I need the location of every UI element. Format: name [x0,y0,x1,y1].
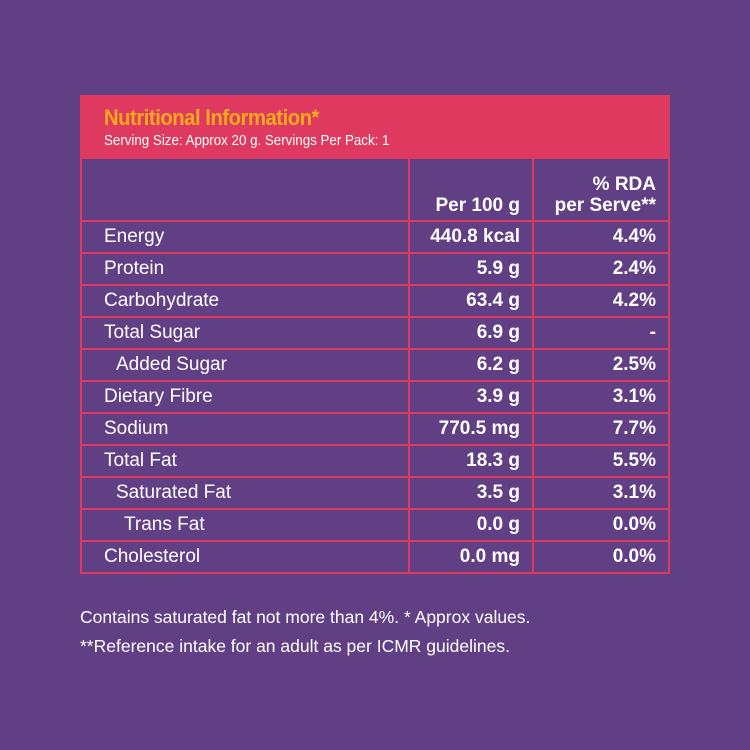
per100-value: 0.0 g [408,508,534,542]
nutrient-name: Total Sugar [82,316,410,350]
table-row: Energy 440.8 kcal 4.4% [82,220,668,254]
rda-value: 3.1% [532,476,668,510]
rda-value: 2.5% [532,348,668,382]
rda-value: 4.4% [532,220,668,254]
table-row: Cholesterol 0.0 mg 0.0% [82,540,668,572]
nutrient-name: Added Sugar [82,348,410,382]
footnotes: Contains saturated fat not more than 4%.… [80,603,530,661]
panel-header: Nutritional Information* Serving Size: A… [82,97,668,159]
per100-value: 0.0 mg [408,540,534,572]
rda-value: 0.0% [532,508,668,542]
per100-value: 3.9 g [408,380,534,414]
per100-value: 5.9 g [408,252,534,286]
per100-value: 6.9 g [408,316,534,350]
panel-title: Nutritional Information* [104,105,319,130]
nutrition-table: Per 100 g % RDA per Serve** Energy 440.8 k… [82,159,668,572]
per100-value: 63.4 g [408,284,534,318]
table-row: Dietary Fibre 3.9 g 3.1% [82,380,668,414]
serving-info: Serving Size: Approx 20 g. Servings Per … [104,133,390,149]
table-row: Trans Fat 0.0 g 0.0% [82,508,668,542]
rda-value: 3.1% [532,380,668,414]
rda-value: 0.0% [532,540,668,572]
per100-value: 6.2 g [408,348,534,382]
rda-header-line1: % RDA [592,174,656,195]
per100-column-header: Per 100 g [408,159,534,222]
nutrient-column-header [82,159,410,222]
nutrient-name: Protein [82,252,410,286]
nutrition-panel: Nutritional Information* Serving Size: A… [80,95,670,574]
rda-value: 2.4% [532,252,668,286]
nutrient-name: Trans Fat [82,508,410,542]
nutrient-name: Cholesterol [82,540,410,572]
rda-value: - [532,316,668,350]
per100-value: 440.8 kcal [408,220,534,254]
table-row: Total Fat 18.3 g 5.5% [82,444,668,478]
rda-value: 4.2% [532,284,668,318]
nutrient-name: Dietary Fibre [82,380,410,414]
table-row: Sodium 770.5 mg 7.7% [82,412,668,446]
per100-value: 18.3 g [408,444,534,478]
nutrient-name: Carbohydrate [82,284,410,318]
per100-value: 770.5 mg [408,412,534,446]
table-row: Added Sugar 6.2 g 2.5% [82,348,668,382]
rda-value: 5.5% [532,444,668,478]
table-row: Protein 5.9 g 2.4% [82,252,668,286]
nutrient-name: Saturated Fat [82,476,410,510]
rda-header-line2: per Serve** [554,195,656,216]
footnote: Contains saturated fat not more than 4%.… [80,607,531,627]
table-row: Carbohydrate 63.4 g 4.2% [82,284,668,318]
footnote: **Reference intake for an adult as per I… [80,636,510,656]
table-row: Saturated Fat 3.5 g 3.1% [82,476,668,510]
per100-value: 3.5 g [408,476,534,510]
column-header-row: Per 100 g % RDA per Serve** [82,159,668,222]
table-row: Total Sugar 6.9 g- [82,316,668,350]
nutrient-name: Total Fat [82,444,410,478]
nutrient-name: Energy [82,220,410,254]
rda-column-header: % RDA per Serve** [532,159,668,222]
nutrient-name: Sodium [82,412,410,446]
rda-value: 7.7% [532,412,668,446]
